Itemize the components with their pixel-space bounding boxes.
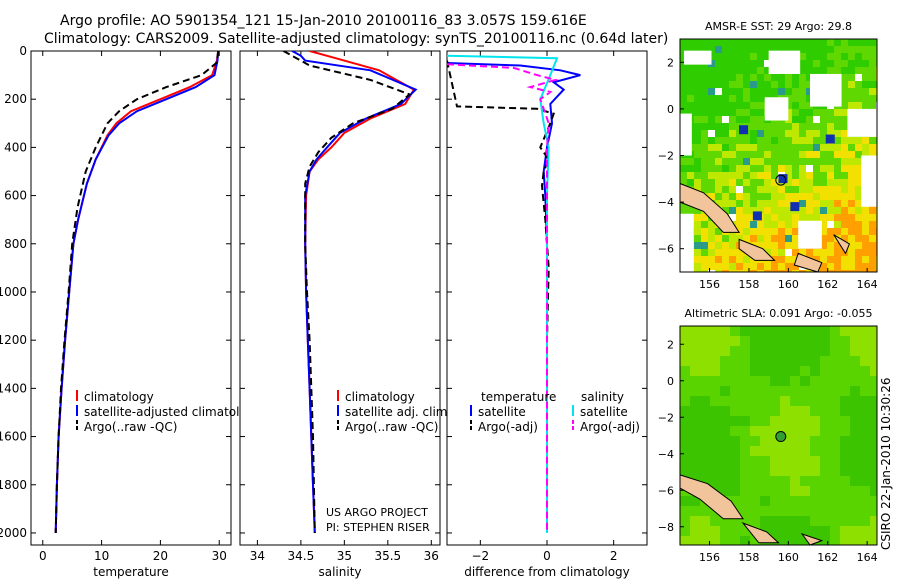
x-tick-label: 158	[738, 551, 759, 564]
legend-header: salinity	[581, 390, 624, 404]
land-outline	[679, 182, 851, 273]
annotation-project: US ARGO PROJECT	[326, 506, 428, 519]
x-tick-label: 34.5	[288, 549, 315, 563]
y-tick-label: −2	[658, 411, 674, 424]
profile-plot-temperature: 0 10 20 30 0 200 400 600 800 1000 1200 1400 1600 1800…	[0, 44, 262, 579]
legend-label: satellite	[580, 405, 628, 419]
figure-title-line2: Climatology: CARS2009. Satellite-adjuste…	[44, 31, 669, 47]
x-tick-label: 164	[857, 551, 878, 564]
plot-frame	[30, 50, 232, 546]
series-line-salinity-argo-adj-	[447, 63, 560, 533]
x-tick-label: 0	[39, 549, 47, 563]
profile-plot-salinity: 34 34.5 35 35.5 36 salinity climatologysatelli…	[239, 50, 451, 579]
x-tick-label: 35.5	[374, 549, 401, 563]
figure-title-line1: Argo profile: AO 5901354_121 15-Jan-2010…	[60, 13, 587, 29]
y-tick-label: 1200	[0, 333, 27, 347]
y-tick-label: −4	[658, 196, 674, 209]
legend-label: Argo(-adj)	[580, 420, 640, 434]
x-axis-label: salinity	[318, 565, 361, 579]
x-axis-label: difference from climatology	[464, 565, 630, 579]
y-tick-label: −8	[658, 521, 674, 534]
y-tick-label: 2	[667, 338, 674, 351]
y-tick-label: 2	[667, 56, 674, 69]
y-tick-label: 2000	[0, 526, 27, 540]
y-tick-label: −6	[658, 243, 674, 256]
y-tick-label: −2	[658, 150, 674, 163]
data-gap	[680, 213, 694, 272]
x-tick-label: 158	[738, 278, 759, 291]
land-outline	[679, 474, 824, 546]
data-gap	[680, 113, 692, 156]
legend-label: climatology	[345, 390, 415, 404]
legend-label: Argo(-adj)	[478, 420, 538, 434]
x-tick-label: −2	[471, 549, 489, 563]
x-tick-label: 160	[778, 278, 799, 291]
cold-cell	[790, 202, 800, 212]
x-tick-label: 10	[94, 549, 109, 563]
y-tick-label: 600	[4, 189, 27, 203]
x-tick-label: 164	[857, 278, 878, 291]
cold-cell	[752, 211, 762, 221]
legend-label: satellite adj. clim.	[345, 405, 451, 419]
legend-label: Argo(..raw -QC)	[84, 420, 177, 434]
data-gap	[764, 97, 789, 121]
timestamp-stamp: CSIRO 22-Jan-2010 10:30:26	[879, 377, 893, 550]
y-tick-label: 0	[667, 103, 674, 116]
x-tick-label: 156	[699, 278, 720, 291]
series-line-argo-raw-qc-	[283, 51, 412, 534]
data-gap	[861, 155, 877, 207]
data-gap	[683, 50, 712, 65]
x-tick-label: 30	[212, 549, 227, 563]
x-axis-label: temperature	[93, 565, 168, 579]
legend-label: satellite	[478, 405, 526, 419]
cold-cell	[778, 174, 788, 184]
map-sst-map: AMSR-E SST: 29 Argo: 29.8 156 158 160 162 164…	[658, 20, 878, 291]
y-tick-label: 1600	[0, 430, 27, 444]
x-tick-label: 160	[778, 551, 799, 564]
map-sla-map: Altimetric SLA: 0.091 Argo: -0.055 156 158…	[658, 307, 878, 564]
x-tick-label: 156	[699, 551, 720, 564]
x-tick-label: 34	[250, 549, 265, 563]
map-field	[680, 326, 877, 545]
argo-location-marker	[775, 174, 787, 186]
profile-plot-difference: −2 0 2 difference from climatology temperatu…	[446, 50, 648, 579]
x-tick-label: 162	[817, 551, 838, 564]
series-line-argo-raw-qc-	[54, 51, 220, 534]
map-title: Altimetric SLA: 0.091 Argo: -0.055	[685, 307, 873, 320]
y-tick-label: 200	[4, 92, 27, 106]
y-tick-label: 1800	[0, 478, 27, 492]
y-tick-label: 1400	[0, 381, 27, 395]
x-tick-label: 0	[543, 549, 551, 563]
x-tick-label: 36	[424, 549, 439, 563]
x-tick-label: 35	[337, 549, 352, 563]
y-tick-label: −6	[658, 484, 674, 497]
cold-cell	[739, 125, 749, 135]
y-tick-label: 400	[4, 140, 27, 154]
data-gap	[810, 73, 842, 107]
map-frame	[679, 325, 878, 546]
cold-cell	[825, 134, 835, 144]
y-tick-label: 0	[19, 44, 27, 58]
data-gap	[798, 220, 822, 249]
y-tick-label: 0	[667, 375, 674, 388]
data-gap	[847, 108, 877, 137]
y-tick-label: 1000	[0, 285, 27, 299]
data-gap	[768, 50, 801, 74]
argo-location-marker	[775, 431, 787, 443]
legend-label: satellite-adjusted climatology	[84, 405, 262, 419]
legend-header: temperature	[481, 390, 556, 404]
y-tick-label: −4	[658, 448, 674, 461]
x-tick-label: 20	[153, 549, 168, 563]
x-tick-label: 2	[610, 549, 618, 563]
series-line-satellite-adj-clim-	[291, 51, 418, 534]
legend-label: climatology	[84, 390, 154, 404]
annotation-pi: PI: STEPHEN RISER	[326, 521, 430, 534]
plot-frame	[239, 50, 441, 546]
x-tick-label: 162	[817, 278, 838, 291]
legend-label: Argo(..raw -QC)	[345, 420, 438, 434]
y-tick-label: 800	[4, 237, 27, 251]
map-title: AMSR-E SST: 29 Argo: 29.8	[705, 20, 852, 33]
